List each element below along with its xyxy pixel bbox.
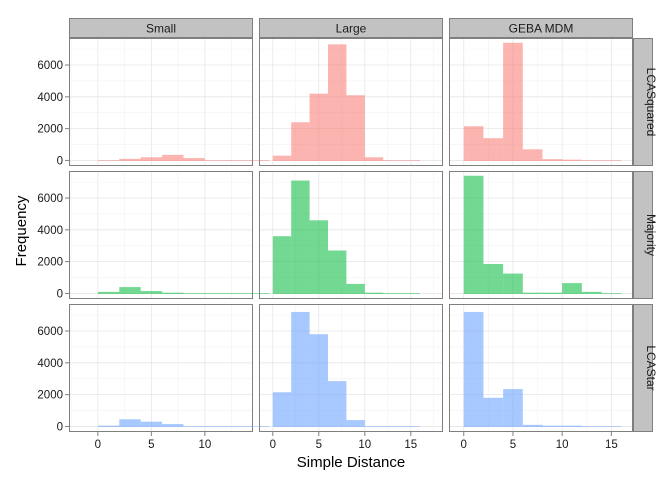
histogram-bar xyxy=(162,292,184,294)
histogram-bar xyxy=(119,419,141,427)
y-tick-label: 4000 xyxy=(37,92,63,104)
histogram-bar xyxy=(119,287,141,294)
histogram-bar xyxy=(463,175,484,294)
histogram-bar xyxy=(309,93,328,161)
y-tick-label: 6000 xyxy=(37,60,63,72)
facet-row-label: LCAStar xyxy=(644,345,658,390)
y-tick-label: 2000 xyxy=(37,257,63,269)
histogram-bar xyxy=(140,421,163,427)
histogram-bar xyxy=(522,424,543,427)
x-tick-label: 15 xyxy=(404,439,417,451)
histogram-bar xyxy=(503,273,523,294)
histogram-bar xyxy=(309,220,328,294)
histogram-bar xyxy=(542,159,563,161)
histogram-bar xyxy=(522,292,543,294)
panel-border xyxy=(69,304,253,432)
x-tick-label: 10 xyxy=(358,439,371,451)
x-tick-label: 15 xyxy=(605,439,618,451)
facet-column-label: GEBA MDM xyxy=(509,22,574,36)
histogram-bar xyxy=(364,157,384,161)
histogram-bar xyxy=(140,157,163,161)
y-tick-label: 6000 xyxy=(37,326,63,338)
panel-border xyxy=(449,38,633,166)
y-tick-label: 2000 xyxy=(37,124,63,136)
x-tick-label: 10 xyxy=(556,439,569,451)
histogram-bar xyxy=(463,311,484,427)
facet-strip-top xyxy=(449,18,633,38)
panel-border xyxy=(69,171,253,299)
histogram-bar xyxy=(483,397,504,427)
facet-column-label: Large xyxy=(336,22,367,36)
y-tick-label: 2000 xyxy=(37,390,63,402)
histogram-bar xyxy=(162,154,184,161)
histogram-bar xyxy=(346,95,365,161)
histogram-bar xyxy=(346,420,365,427)
histogram-bar xyxy=(162,424,184,427)
y-tick-label: 4000 xyxy=(37,358,63,370)
histogram-bar xyxy=(291,122,310,161)
histogram-bar xyxy=(364,292,384,294)
panel-border xyxy=(69,38,253,166)
x-tick-label: 5 xyxy=(316,439,322,451)
histogram-bar xyxy=(562,283,582,294)
y-tick-label: 0 xyxy=(57,155,63,167)
x-tick-label: 5 xyxy=(148,439,154,451)
y-tick-label: 0 xyxy=(57,421,63,433)
histogram-bar xyxy=(309,334,328,427)
y-tick-label: 4000 xyxy=(37,225,63,237)
facet-strip-right xyxy=(633,304,653,432)
panel-background xyxy=(69,304,253,432)
histogram-bar xyxy=(503,42,523,161)
facet-column-label: Small xyxy=(146,22,176,36)
x-tick-label: 0 xyxy=(461,439,467,451)
panel-border xyxy=(449,304,633,432)
histogram-bar xyxy=(522,149,543,161)
histogram-bar xyxy=(272,392,292,427)
panel-background xyxy=(69,38,253,166)
histogram-bar xyxy=(328,44,347,161)
panel-background xyxy=(69,171,253,299)
histogram-bar xyxy=(483,264,504,294)
x-tick-label: 0 xyxy=(270,439,276,451)
facet-row-label: LCASquared xyxy=(644,68,658,137)
x-tick-label: 10 xyxy=(198,439,211,451)
facet-strip-right xyxy=(633,38,653,166)
histogram-bar xyxy=(503,389,523,427)
histogram-bar xyxy=(140,291,163,294)
histogram-bar xyxy=(346,283,365,294)
panel-border xyxy=(449,171,633,299)
histogram-bar xyxy=(562,425,582,427)
histogram-bar xyxy=(291,311,310,427)
histogram-bar xyxy=(463,126,484,161)
facet-strip-right xyxy=(633,171,653,299)
panel-border xyxy=(259,171,443,299)
histogram-bar xyxy=(542,292,563,294)
x-axis-title: Simple Distance xyxy=(297,454,405,471)
y-tick-label: 0 xyxy=(57,288,63,300)
facet-strip-top xyxy=(69,18,253,38)
histogram-bar xyxy=(328,381,347,427)
histogram-bar xyxy=(183,158,205,161)
facet-strip-top xyxy=(259,18,443,38)
histogram-bar xyxy=(328,250,347,294)
histogram-bar xyxy=(97,425,120,427)
panel-border xyxy=(259,38,443,166)
y-axis-title: Frequency xyxy=(13,195,30,266)
histogram-bar xyxy=(272,155,292,161)
panel-border xyxy=(259,304,443,432)
histogram-bar xyxy=(562,159,582,161)
facet-row-label: Majority xyxy=(644,214,658,256)
histogram-bar xyxy=(119,158,141,161)
histogram-bar xyxy=(542,425,563,427)
histogram-bar xyxy=(272,236,292,294)
x-tick-label: 0 xyxy=(95,439,101,451)
histogram-bar xyxy=(97,291,120,294)
histogram-bar xyxy=(483,138,504,161)
histogram-bar xyxy=(581,291,602,294)
histogram-bar xyxy=(291,180,310,294)
y-tick-label: 6000 xyxy=(37,193,63,205)
x-tick-label: 5 xyxy=(510,439,516,451)
